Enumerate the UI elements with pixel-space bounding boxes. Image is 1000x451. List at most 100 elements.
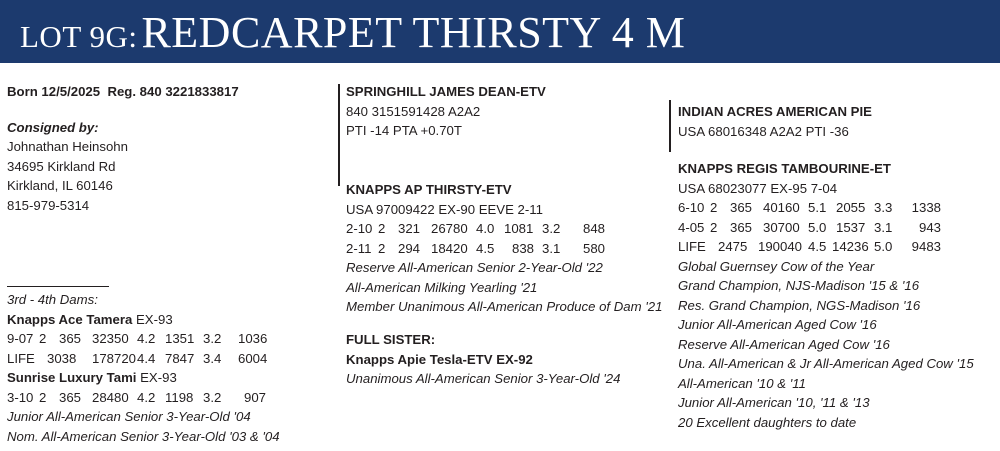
granddam-award: Junior All-American Aged Cow '16 (678, 317, 877, 332)
record-cell: 2 (710, 219, 718, 235)
record-cell: 321 (398, 221, 421, 236)
record-cell: 3.2 (203, 389, 222, 405)
record-cell: 2055 (836, 200, 866, 215)
record-cell: 9483 (911, 239, 941, 254)
sire-pti: PTI -14 PTA +0.70T (346, 123, 462, 138)
sire-block: SPRINGHILL JAMES DEAN-ETV 840 3151591428… (346, 82, 546, 141)
record-cell: 2 (39, 331, 47, 346)
sire-registration: 840 3151591428 A2A2 (346, 103, 481, 119)
lot-header: LOT 9G: REDCARPET THIRSTY 4 M (0, 0, 1000, 63)
sire-bracket-line (338, 84, 340, 186)
granddam-record-row: 4-05 2 365 30700 5.0 1537 3.1 943 (678, 218, 974, 238)
mgs-name: INDIAN ACRES AMERICAN PIE (678, 104, 872, 119)
consignor-phone: 815-979-5314 (7, 197, 90, 213)
record-cell: 580 (582, 240, 605, 256)
record-cell: 4.5 (808, 239, 827, 254)
dam-record-row: 2-11 2 294 18420 4.5 838 3.1 580 (346, 239, 662, 259)
record-cell: 1338 (911, 200, 941, 215)
record-cell: 3.2 (203, 331, 222, 346)
dams-divider (7, 286, 109, 287)
sire-name: SPRINGHILL JAMES DEAN-ETV (346, 84, 546, 99)
record-cell: 294 (398, 240, 421, 256)
record-cell: 30700 (763, 219, 800, 235)
dam-name: KNAPPS AP THIRSTY-ETV (346, 182, 512, 197)
record-cell: 4.0 (476, 221, 495, 236)
record-cell: 26780 (431, 221, 468, 236)
record-cell: 3.4 (203, 350, 222, 366)
record-cell: 2 (39, 389, 47, 405)
consignor-street: 34695 Kirkland Rd (7, 158, 116, 174)
record-cell: 365 (730, 200, 753, 215)
mgs-registration: USA 68016348 A2A2 PTI -36 (678, 123, 849, 139)
dam-award: Member Unanimous All-American Produce of… (346, 299, 663, 314)
consignor-city: Kirkland, IL 60146 (7, 178, 113, 193)
granddam-award: 20 Excellent daughters to date (678, 414, 857, 430)
record-cell: 1537 (836, 219, 866, 235)
record-cell: 2-11 (346, 240, 372, 256)
record-cell: 3038 (47, 350, 77, 366)
dam-award: All-American Milking Yearling '21 (346, 279, 538, 295)
full-sister-award: Unanimous All-American Senior 3-Year-Old… (346, 371, 621, 386)
record-cell: 40160 (763, 200, 800, 215)
record-cell: 2 (378, 240, 386, 256)
granddam-award: Grand Champion, NJS-Madison '15 & '16 (678, 278, 920, 293)
dam3-score: EX-93 (136, 311, 173, 327)
record-cell: 5.0 (874, 239, 893, 254)
record-cell: 848 (582, 221, 605, 236)
consigned-label: Consigned by: (7, 119, 99, 135)
granddam-award: All-American '10 & '11 (678, 375, 806, 391)
record-cell: 32350 (92, 331, 129, 346)
granddam-award: Junior All-American '10, '11 & '13 (678, 395, 870, 410)
lot-number: LOT 9G: (20, 19, 138, 54)
record-cell: 4.5 (476, 240, 495, 256)
record-cell: 5.0 (808, 219, 827, 235)
record-cell: 6004 (238, 350, 268, 366)
full-sister-block: FULL SISTER: Knapps Apie Tesla-ETV EX-92… (346, 330, 620, 389)
dam4-name: Sunrise Luxury Tami (7, 370, 137, 385)
record-cell: 1198 (165, 389, 194, 405)
mgs-block: INDIAN ACRES AMERICAN PIE USA 68016348 A… (678, 102, 872, 141)
lot-title: LOT 9G: REDCARPET THIRSTY 4 M (20, 6, 685, 70)
dam-award: Reserve All-American Senior 2-Year-Old '… (346, 260, 603, 275)
record-cell: LIFE (7, 350, 35, 366)
full-sister-label: FULL SISTER: (346, 332, 436, 347)
record-cell: 4.4 (137, 350, 156, 366)
record-cell: 907 (243, 389, 266, 405)
record-cell: 28480 (92, 389, 129, 405)
record-cell: 5.1 (808, 200, 827, 215)
record-cell: 4.2 (137, 389, 156, 405)
record-cell: 365 (59, 331, 82, 346)
record-cell: 365 (730, 219, 753, 235)
record-cell: 943 (918, 219, 941, 235)
granddam-award: Global Guernsey Cow of the Year (678, 258, 875, 274)
record-cell: 6-10 (678, 200, 705, 215)
dams-label: 3rd - 4th Dams: (7, 292, 98, 307)
record-cell: 3.3 (874, 200, 893, 215)
granddam-award: Una. All-American & Jr All-American Aged… (678, 356, 974, 371)
dam-record-row: 2-10 2 321 26780 4.0 1081 3.2 848 (346, 219, 662, 239)
granddam-block: KNAPPS REGIS TAMBOURINE-ET USA 68023077 … (678, 159, 974, 432)
dam4-record-row: 3-10 2 365 28480 4.2 1198 3.2 907 (7, 388, 280, 408)
record-cell: 190040 (758, 239, 803, 254)
dam3-name: Knapps Ace Tamera (7, 311, 133, 327)
granddam-registration: USA 68023077 EX-95 7-04 (678, 180, 838, 196)
record-cell: 838 (511, 240, 534, 256)
dam4-award: Junior All-American Senior 3-Year-Old '0… (7, 409, 251, 424)
granddam-award: Res. Grand Champion, NGS-Madison '16 (678, 297, 921, 313)
record-cell: 7847 (165, 350, 195, 366)
birth-date: Born 12/5/2025 (7, 84, 101, 99)
record-cell: 4-05 (678, 219, 705, 235)
dam-registration: USA 97009422 EX-90 EEVE 2-11 (346, 201, 543, 217)
record-cell: 14236 (832, 239, 869, 254)
dam3-record-row: LIFE 3038 178720 4.4 7847 3.4 6004 (7, 349, 280, 369)
record-cell: LIFE (678, 239, 706, 254)
left-column: Born 12/5/2025 Reg. 840 3221833817 Consi… (7, 82, 239, 215)
dam4-score: EX-93 (140, 370, 177, 385)
birth-registration: Born 12/5/2025 Reg. 840 3221833817 (7, 82, 239, 102)
record-cell: 18420 (431, 240, 468, 256)
granddam-award: Reserve All-American Aged Cow '16 (678, 336, 890, 352)
granddam-record-row: LIFE 2475 190040 4.5 14236 5.0 9483 (678, 237, 974, 257)
record-cell: 1036 (238, 331, 268, 346)
registration-number: Reg. 840 3221833817 (107, 84, 239, 99)
record-cell: 3-10 (7, 389, 34, 405)
